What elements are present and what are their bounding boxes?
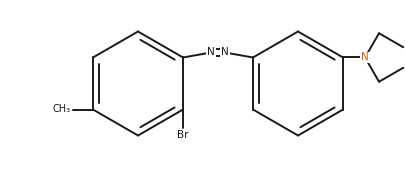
Text: CH₃: CH₃ <box>53 105 71 114</box>
Text: N: N <box>361 52 369 63</box>
Text: N: N <box>207 47 215 57</box>
Text: Br: Br <box>177 130 189 139</box>
Text: N: N <box>221 47 229 57</box>
